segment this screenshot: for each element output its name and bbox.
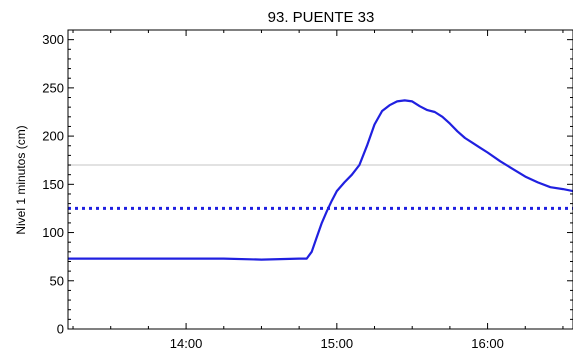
y-tick-label-150: 150 (42, 177, 64, 192)
y-tick-label-250: 250 (42, 80, 64, 95)
x-tick-label-1400: 14:00 (170, 336, 203, 351)
plot-frame (67, 29, 573, 330)
y-axis-label: Nivel 1 minutos (cm) (14, 125, 28, 234)
y-tick-label-300: 300 (42, 32, 64, 47)
y-tick-label-50: 50 (50, 273, 64, 288)
y-tick-label-0: 0 (57, 322, 64, 337)
series-line-1 (68, 99, 573, 261)
y-tick-label-200: 200 (42, 129, 64, 144)
x-tick-label-1600: 16:00 (471, 336, 504, 351)
chart-title: 93. PUENTE 33 (268, 9, 375, 26)
y-tick-label-100: 100 (42, 225, 64, 240)
x-tick-label-1500: 15:00 (321, 336, 354, 351)
plot-area: 0 50 100 150 200 250 300 14:00 15:00 16:00 (42, 29, 573, 351)
